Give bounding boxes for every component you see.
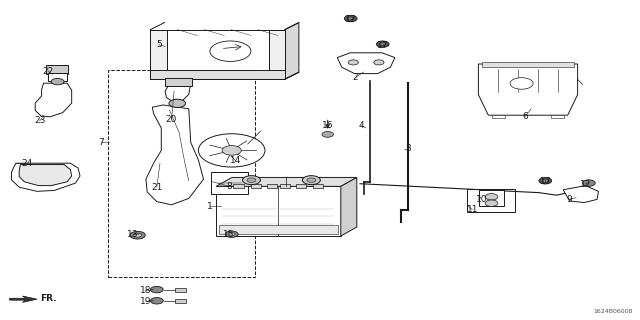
- Bar: [269, 30, 285, 79]
- Circle shape: [222, 146, 241, 155]
- Polygon shape: [19, 164, 72, 186]
- Bar: [280, 184, 290, 188]
- Text: 21: 21: [151, 183, 163, 192]
- Circle shape: [130, 231, 145, 239]
- Bar: [175, 288, 186, 292]
- Text: 24: 24: [21, 159, 33, 168]
- Bar: [251, 184, 261, 188]
- Text: FR.: FR.: [40, 294, 56, 303]
- Text: 17: 17: [377, 41, 388, 50]
- Circle shape: [485, 200, 498, 206]
- Bar: [150, 70, 285, 79]
- Circle shape: [243, 176, 260, 185]
- Text: 9: 9: [567, 195, 572, 204]
- Circle shape: [225, 231, 238, 237]
- Circle shape: [150, 286, 163, 293]
- Circle shape: [374, 60, 384, 65]
- Bar: [150, 30, 166, 79]
- Polygon shape: [165, 83, 191, 102]
- Circle shape: [228, 233, 235, 236]
- Polygon shape: [35, 83, 72, 117]
- Polygon shape: [563, 186, 598, 203]
- Polygon shape: [337, 53, 395, 74]
- Circle shape: [542, 179, 548, 182]
- Text: 1: 1: [207, 202, 212, 211]
- Text: 23: 23: [34, 116, 45, 125]
- Text: 2: 2: [353, 73, 358, 82]
- Text: 19: 19: [140, 297, 152, 306]
- Text: 17: 17: [540, 177, 551, 186]
- Circle shape: [380, 43, 386, 46]
- Text: 20: 20: [166, 115, 177, 124]
- Circle shape: [150, 298, 163, 304]
- Bar: [479, 190, 504, 206]
- Bar: [46, 65, 68, 74]
- Polygon shape: [216, 177, 357, 186]
- Circle shape: [348, 17, 354, 20]
- Bar: [313, 184, 323, 188]
- Circle shape: [510, 78, 533, 89]
- Bar: [216, 186, 340, 236]
- Text: 11: 11: [467, 205, 478, 214]
- Text: 7: 7: [99, 138, 104, 147]
- Circle shape: [198, 134, 265, 167]
- Bar: [108, 70, 255, 277]
- Bar: [551, 115, 564, 118]
- Text: 3: 3: [406, 144, 411, 153]
- Polygon shape: [12, 163, 80, 191]
- Text: 5: 5: [156, 40, 161, 49]
- Circle shape: [210, 41, 251, 61]
- Bar: [267, 184, 277, 188]
- Circle shape: [169, 99, 186, 108]
- Text: 4: 4: [359, 121, 364, 130]
- Bar: [481, 62, 575, 67]
- Text: 22: 22: [42, 67, 54, 76]
- Polygon shape: [285, 23, 299, 79]
- Text: 12: 12: [580, 180, 591, 188]
- Text: 16: 16: [322, 121, 333, 130]
- Polygon shape: [146, 105, 204, 205]
- Text: 14: 14: [230, 156, 241, 165]
- Bar: [467, 189, 515, 212]
- Bar: [296, 184, 306, 188]
- Text: 17: 17: [345, 15, 356, 24]
- Polygon shape: [150, 72, 299, 79]
- Text: 10: 10: [476, 195, 487, 204]
- Text: 13: 13: [127, 230, 139, 239]
- Circle shape: [376, 41, 389, 47]
- Bar: [211, 172, 248, 194]
- Bar: [48, 73, 67, 81]
- Text: 1624B06008: 1624B06008: [593, 309, 632, 314]
- Polygon shape: [340, 177, 357, 236]
- Circle shape: [485, 194, 498, 200]
- Bar: [175, 299, 186, 303]
- Circle shape: [247, 178, 256, 182]
- Bar: [492, 115, 504, 118]
- Text: 15: 15: [223, 230, 235, 239]
- Circle shape: [344, 15, 357, 22]
- Polygon shape: [10, 296, 37, 302]
- Circle shape: [51, 78, 64, 85]
- Bar: [234, 184, 244, 188]
- Circle shape: [322, 132, 333, 137]
- Circle shape: [582, 180, 595, 186]
- Polygon shape: [479, 64, 578, 115]
- Circle shape: [307, 178, 316, 182]
- Circle shape: [134, 233, 141, 237]
- Circle shape: [348, 60, 358, 65]
- Text: 8: 8: [227, 182, 232, 191]
- Circle shape: [539, 178, 552, 184]
- Circle shape: [303, 176, 321, 185]
- Bar: [219, 226, 338, 234]
- Bar: [165, 78, 192, 86]
- Text: 6: 6: [522, 112, 527, 121]
- Bar: [150, 30, 285, 79]
- Text: 18: 18: [140, 286, 152, 295]
